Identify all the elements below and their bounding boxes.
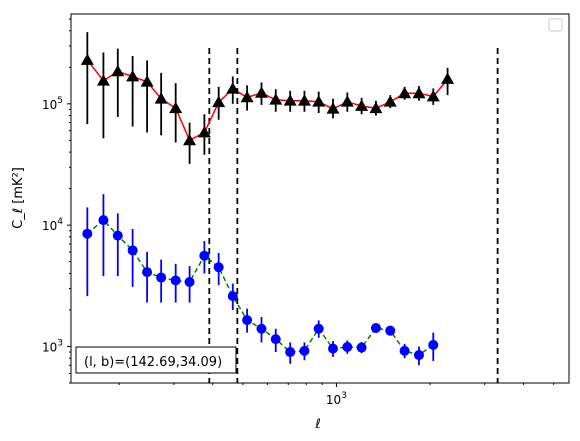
x-ticks: 103: [118, 383, 555, 407]
x-tick-label: 103: [326, 391, 347, 407]
data-point-circle: [356, 342, 367, 353]
data-point-circle: [199, 250, 210, 261]
data-point-triangle: [254, 86, 268, 98]
data-point-triangle: [154, 92, 168, 104]
x-axis-label: ℓ: [314, 417, 320, 432]
data-point-circle: [413, 350, 424, 361]
data-point-triangle: [96, 74, 110, 86]
data-point-triangle: [226, 82, 240, 94]
data-point-circle: [142, 267, 153, 278]
data-point-triangle: [441, 72, 455, 84]
data-point-triangle: [326, 102, 340, 114]
data-point-triangle: [383, 95, 397, 107]
data-point-circle: [242, 315, 253, 326]
y-tick-label: 105: [42, 96, 63, 112]
y-ticks: 103 104 105: [42, 18, 71, 384]
data-point-circle: [285, 347, 296, 358]
data-point-triangle: [283, 94, 297, 106]
y-axis-label: C_ℓ [mK²]: [11, 167, 26, 229]
data-point-circle: [112, 230, 123, 241]
data-point-circle: [342, 342, 353, 353]
data-point-triangle: [169, 101, 183, 114]
data-point-circle: [256, 323, 267, 334]
data-point-circle: [170, 275, 181, 286]
data-point-triangle: [369, 101, 383, 114]
data-point-triangle: [183, 133, 197, 146]
data-point-triangle: [80, 53, 94, 65]
data-point-circle: [184, 276, 195, 287]
data-point-circle: [328, 343, 339, 354]
data-point-circle: [385, 325, 396, 336]
data-point-circle: [313, 323, 324, 334]
data-point-triangle: [140, 75, 154, 87]
data-point-circle: [370, 323, 381, 334]
data-point-triangle: [312, 95, 326, 107]
data-point-circle: [270, 334, 281, 345]
data-point-triangle: [297, 94, 311, 106]
data-point-triangle: [212, 95, 226, 108]
data-point-circle: [156, 272, 167, 283]
data-point-triangle: [197, 126, 211, 138]
data-point-triangle: [269, 93, 283, 105]
plot-layer: [80, 32, 499, 383]
data-point-circle: [82, 228, 93, 239]
legend-box: [548, 18, 563, 32]
data-point-triangle: [426, 89, 440, 102]
data-point-circle: [399, 345, 410, 356]
data-point-triangle: [240, 90, 254, 103]
data-point-circle: [127, 245, 138, 256]
data-point-circle: [227, 291, 238, 302]
y-tick-label: 104: [42, 217, 63, 233]
data-point-circle: [213, 262, 224, 273]
data-point-triangle: [340, 95, 354, 107]
data-point-triangle: [355, 99, 369, 111]
data-point-circle: [299, 345, 310, 356]
data-point-triangle: [126, 69, 140, 82]
annotation-box: (l, b)=(142.69,34.09): [75, 346, 237, 374]
data-point-circle: [98, 215, 109, 226]
plot-frame: [70, 13, 570, 384]
series-line: [86, 59, 449, 142]
data-point-circle: [428, 339, 439, 350]
y-tick-label: 103: [42, 338, 63, 354]
data-point-triangle: [111, 64, 125, 77]
series-line: [86, 219, 434, 356]
data-point-triangle: [412, 86, 426, 99]
data-point-triangle: [398, 86, 412, 99]
annotation-text: (l, b)=(142.69,34.09): [84, 355, 222, 370]
